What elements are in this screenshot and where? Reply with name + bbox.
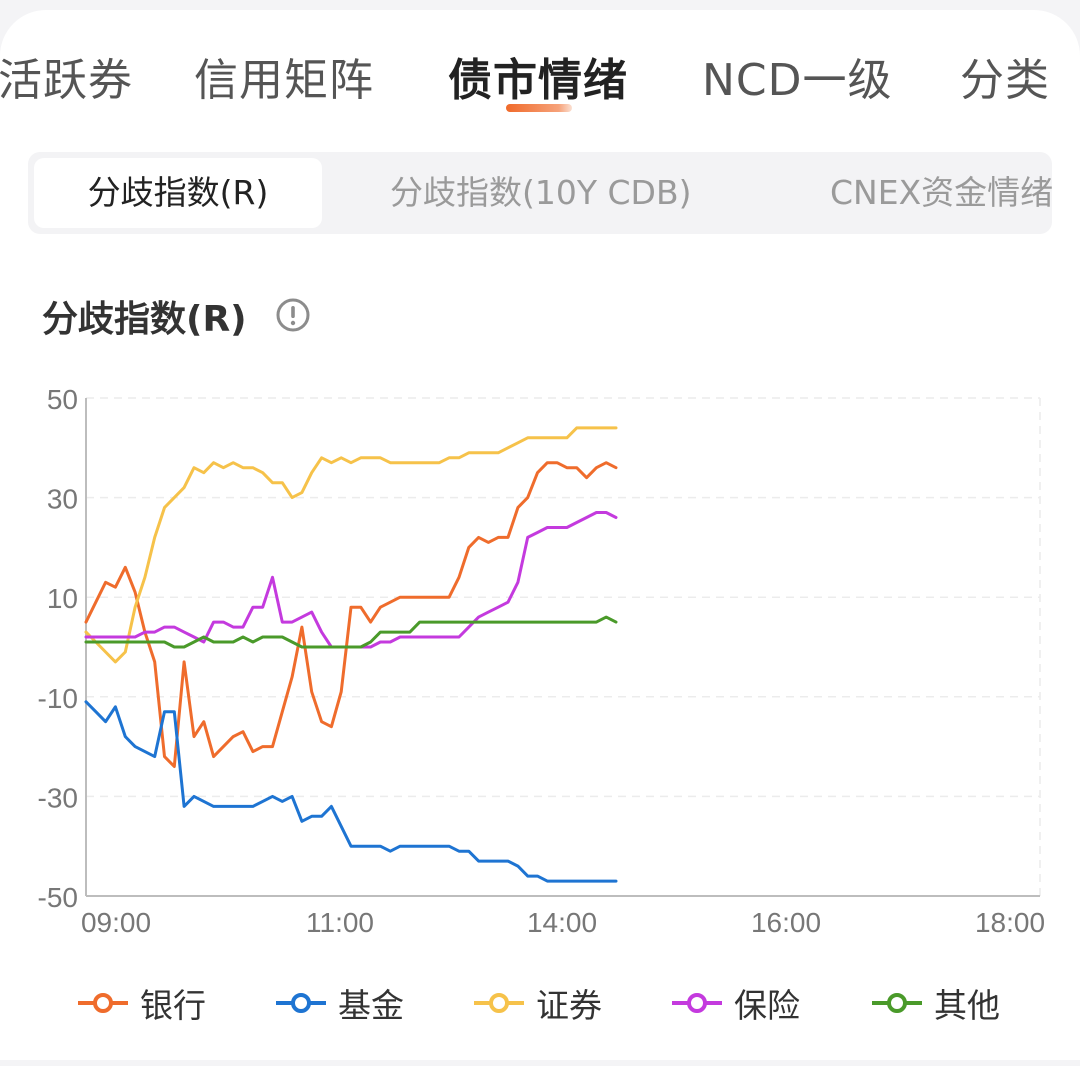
legend-label: 证券 [536,986,602,1025]
legend-marker-icon [672,993,722,1013]
subtab-cnex-funding-sentiment[interactable]: CNEX资金情绪 [830,173,1052,212]
legend-marker-icon [872,993,922,1013]
subtab-divergence-10y-cdb[interactable]: 分歧指数(10Y CDB) [390,173,692,212]
x-tick-label: 18:00 [975,907,1045,938]
series-line-其他 [84,615,618,649]
tab-category[interactable]: 分类 [960,55,1050,106]
legend-marker-icon [474,993,524,1013]
tab-ncd-primary[interactable]: NCD一级 [702,55,893,106]
legend-marker-icon [276,993,326,1013]
x-tick-label: 14:00 [527,907,597,938]
sub-tab-bar: 分歧指数(R) 分歧指数(10Y CDB) CNEX资金情绪 [28,152,1052,234]
subtab-divergence-r[interactable]: 分歧指数(R) [34,158,322,228]
legend-item[interactable]: 其他 [872,975,1000,1031]
y-tick-label: 50 [47,384,78,415]
x-tick-label: 09:00 [81,907,151,938]
x-tick-label: 16:00 [751,907,821,938]
legend-marker-icon [78,993,128,1013]
legend-item[interactable]: 证券 [474,975,602,1031]
legend-item[interactable]: 基金 [276,975,404,1031]
legend-label: 基金 [338,986,404,1025]
y-tick-label: 30 [47,484,78,515]
y-tick-label: 10 [47,583,78,614]
y-tick-label: -30 [38,782,78,813]
chart-title: 分歧指数(R) [42,299,247,340]
tab-credit-matrix[interactable]: 信用矩阵 [194,55,374,106]
info-circle-icon[interactable] [276,298,310,332]
top-tab-bar: 活跃券 信用矩阵 债市情绪 NCD一级 分类 [0,0,1080,140]
chart-legend: 银行 基金 证券 保险 其他 [0,975,1080,1031]
y-tick-label: -10 [38,683,78,714]
series-line-保险 [84,511,618,649]
series-line-银行 [84,461,618,768]
tab-bond-sentiment[interactable]: 债市情绪 [448,55,628,106]
legend-item[interactable]: 银行 [78,975,206,1031]
y-tick-label: -50 [38,882,78,913]
x-tick-label: 11:00 [306,907,374,938]
active-tab-indicator [506,104,572,112]
legend-item[interactable]: 保险 [672,975,800,1031]
series-line-基金 [84,700,618,883]
series-line-证券 [84,426,618,664]
legend-label: 其他 [934,986,1000,1025]
legend-label: 保险 [734,986,800,1025]
legend-label: 银行 [140,986,206,1025]
tab-active-bonds[interactable]: 活跃券 [0,55,133,106]
